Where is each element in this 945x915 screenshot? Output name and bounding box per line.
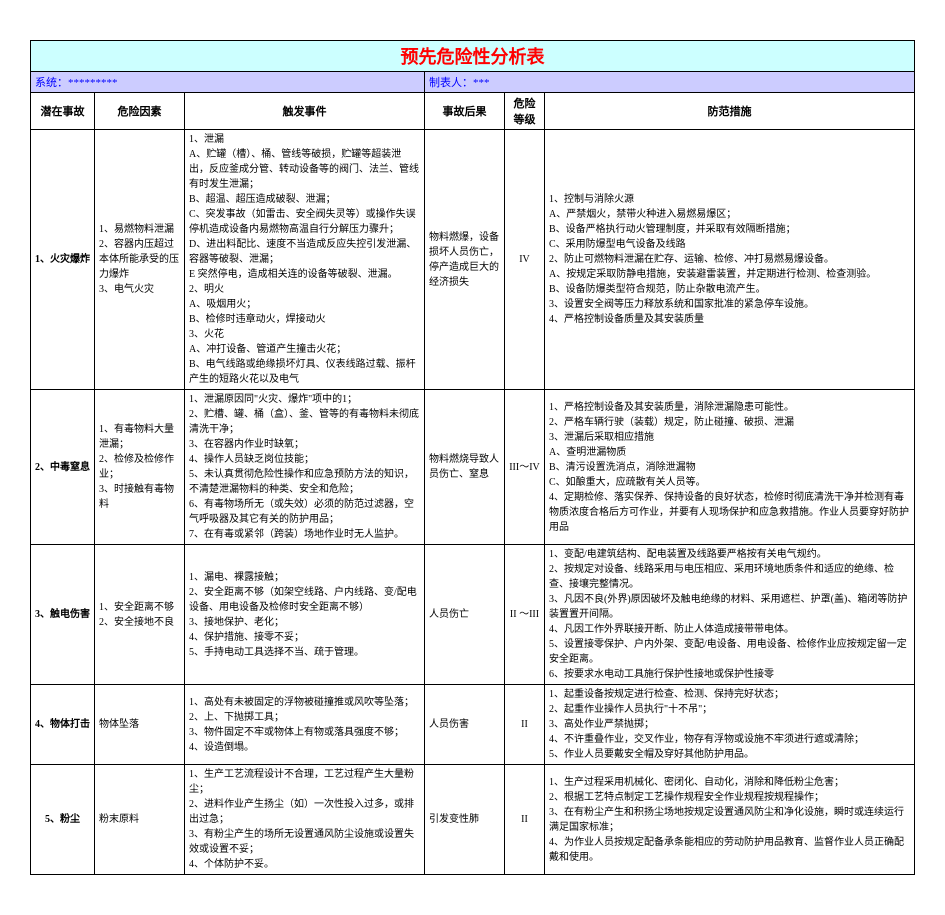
meta-author: 制表人：*** [425, 72, 915, 93]
system-label: 系统： [35, 77, 68, 89]
row2-level: III～IV [505, 390, 545, 545]
row4-cause: 物体坠落 [95, 685, 185, 765]
row4-trigger: 1、高处有未被固定的浮物被碰撞推或风吹等坠落； 2、上、下抛掷工具； 3、物件固… [185, 685, 425, 765]
table-row: 2、中毒窒息 1、有毒物料大量泄漏； 2、检修及检修作业； 3、时接触有毒物料 … [31, 390, 915, 545]
row3-accident: 3、触电伤害 [31, 545, 95, 685]
col-trigger: 触发事件 [185, 93, 425, 130]
row2-trigger: 1、泄漏原因同"火灾、爆炸"项中的1； 2、贮槽、罐、桶（盒）、釜、管等的有毒物… [185, 390, 425, 545]
author-label: 制表人： [429, 77, 473, 89]
row2-measure: 1、严格控制设备及其安装质量，消除泄漏隐患可能性。 2、严格车辆行驶（装载）规定… [545, 390, 915, 545]
system-value: ********* [68, 77, 118, 89]
row5-accident: 5、粉尘 [31, 765, 95, 875]
row5-cause: 粉末原料 [95, 765, 185, 875]
row3-trigger: 1、漏电、裸露接触； 2、安全距离不够（如架空线路、户内线路、变/配电设备、用电… [185, 545, 425, 685]
row1-trigger: 1、泄漏 A、贮罐（槽）、桶、管线等破损，贮罐等超装泄出，反应釜成分管、转动设备… [185, 130, 425, 390]
row4-consequence: 人员伤害 [425, 685, 505, 765]
author-value: *** [473, 77, 490, 89]
hazard-analysis-table: 预先危险性分析表 系统：********* 制表人：*** 潜在事故 危险因素 … [30, 40, 915, 875]
row1-accident: 1、火灾爆炸 [31, 130, 95, 390]
row1-level: IV [505, 130, 545, 390]
row1-cause: 1、易燃物料泄漏 2、容器内压超过本体所能承受的压力爆炸 3、电气火灾 [95, 130, 185, 390]
row1-measure: 1、控制与消除火源 A、严禁烟火，禁带火种进入易燃易爆区； B、设备严格执行动火… [545, 130, 915, 390]
row5-measure: 1、生产过程采用机械化、密闭化、自动化，消除和降低粉尘危害； 2、根据工艺特点制… [545, 765, 915, 875]
row5-trigger: 1、生产工艺流程设计不合理，工艺过程产生大量粉尘； 2、进料作业产生扬尘（如）一… [185, 765, 425, 875]
table-title: 预先危险性分析表 [31, 41, 915, 72]
table-row: 5、粉尘 粉末原料 1、生产工艺流程设计不合理，工艺过程产生大量粉尘； 2、进料… [31, 765, 915, 875]
col-accident: 潜在事故 [31, 93, 95, 130]
row3-consequence: 人员伤亡 [425, 545, 505, 685]
col-consequence: 事故后果 [425, 93, 505, 130]
row5-consequence: 引发变性肺 [425, 765, 505, 875]
row2-consequence: 物料燃烧导致人员伤亡、窒息 [425, 390, 505, 545]
row3-measure: 1、变配/电建筑结构、配电装置及线路要严格按有关电气规约。 2、按规定对设备、线… [545, 545, 915, 685]
row5-level: II [505, 765, 545, 875]
table-row: 1、火灾爆炸 1、易燃物料泄漏 2、容器内压超过本体所能承受的压力爆炸 3、电气… [31, 130, 915, 390]
table-row: 3、触电伤害 1、安全距离不够 2、安全接地不良 1、漏电、裸露接触； 2、安全… [31, 545, 915, 685]
row4-accident: 4、物体打击 [31, 685, 95, 765]
col-measure: 防范措施 [545, 93, 915, 130]
row3-cause: 1、安全距离不够 2、安全接地不良 [95, 545, 185, 685]
col-level: 危险等级 [505, 93, 545, 130]
col-cause: 危险因素 [95, 93, 185, 130]
row3-level: II ～III [505, 545, 545, 685]
row2-cause: 1、有毒物料大量泄漏； 2、检修及检修作业； 3、时接触有毒物料 [95, 390, 185, 545]
meta-system: 系统：********* [31, 72, 425, 93]
row4-level: II [505, 685, 545, 765]
row1-consequence: 物料燃爆，设备损坏人员伤亡，停产造成巨大的经济损失 [425, 130, 505, 390]
row2-accident: 2、中毒窒息 [31, 390, 95, 545]
row4-measure: 1、起重设备按规定进行检查、检测、保持完好状态； 2、起重作业操作人员执行"十不… [545, 685, 915, 765]
table-row: 4、物体打击 物体坠落 1、高处有未被固定的浮物被碰撞推或风吹等坠落； 2、上、… [31, 685, 915, 765]
